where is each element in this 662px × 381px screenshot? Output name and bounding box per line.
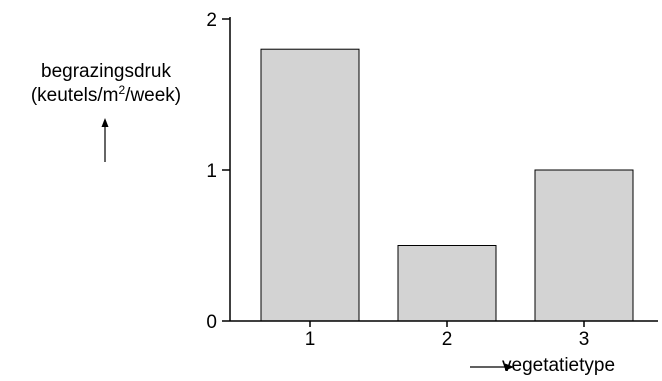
x-tick-label-3: 3 (579, 329, 590, 350)
y-axis-label-line2: (keutels/m2/week) (0, 84, 212, 108)
bar-1 (260, 48, 360, 322)
y-tick-label-2: 2 (206, 10, 217, 31)
y-tick-label-0: 0 (206, 312, 217, 333)
axes-group (229, 17, 658, 322)
x-tick-label-2: 2 (442, 329, 453, 350)
y-axis-label: begrazingsdruk (keutels/m2/week) (0, 60, 212, 108)
x-axis-label: vegetatietype (502, 355, 616, 376)
x-ticks-group: 1 2 3 (305, 321, 590, 350)
y-axis-label-unit-start: (keutels/m (30, 85, 119, 106)
bar-3 (534, 169, 634, 322)
y-ticks-group: 0 1 2 (206, 10, 230, 333)
y-tick-label-1: 1 (206, 161, 217, 182)
y-axis-label-unit-superscript: 2 (118, 83, 126, 97)
y-axis-label-line1: begrazingsdruk (41, 61, 171, 82)
bar-2 (397, 245, 497, 322)
arrow-right-icon (470, 363, 514, 371)
bars-group (260, 48, 634, 322)
y-axis-label-unit-end: /week) (125, 85, 182, 106)
arrow-up-icon (101, 118, 109, 162)
x-tick-label-1: 1 (305, 329, 316, 350)
